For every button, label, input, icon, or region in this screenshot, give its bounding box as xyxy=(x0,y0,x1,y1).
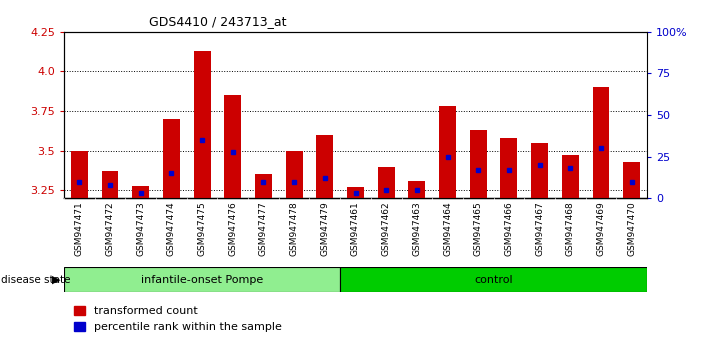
Text: GSM947471: GSM947471 xyxy=(75,202,84,256)
Bar xyxy=(378,166,395,198)
Bar xyxy=(255,175,272,198)
Bar xyxy=(102,171,119,198)
Text: GSM947473: GSM947473 xyxy=(137,202,145,256)
Text: GDS4410 / 243713_at: GDS4410 / 243713_at xyxy=(149,15,287,28)
Bar xyxy=(163,119,180,198)
Text: GSM947467: GSM947467 xyxy=(535,202,544,256)
Text: GSM947464: GSM947464 xyxy=(443,202,452,256)
Bar xyxy=(347,187,364,198)
Bar xyxy=(562,155,579,198)
Bar xyxy=(408,181,425,198)
Text: control: control xyxy=(474,275,513,285)
Text: infantile-onset Pompe: infantile-onset Pompe xyxy=(141,275,263,285)
Text: disease state: disease state xyxy=(1,275,71,285)
Text: GSM947469: GSM947469 xyxy=(597,202,606,256)
Bar xyxy=(64,267,340,292)
Text: GSM947462: GSM947462 xyxy=(382,202,390,256)
Text: GSM947474: GSM947474 xyxy=(167,202,176,256)
Bar xyxy=(71,151,87,198)
Text: GSM947476: GSM947476 xyxy=(228,202,237,256)
Bar xyxy=(193,51,210,198)
Text: GSM947472: GSM947472 xyxy=(105,202,114,256)
Bar xyxy=(132,185,149,198)
Bar xyxy=(624,162,640,198)
Bar xyxy=(592,87,609,198)
Legend: transformed count, percentile rank within the sample: transformed count, percentile rank withi… xyxy=(70,301,287,337)
Bar xyxy=(316,135,333,198)
Bar xyxy=(531,143,548,198)
Bar xyxy=(225,95,241,198)
Text: GSM947470: GSM947470 xyxy=(627,202,636,256)
Text: GSM947465: GSM947465 xyxy=(474,202,483,256)
Bar xyxy=(439,106,456,198)
Text: GSM947466: GSM947466 xyxy=(504,202,513,256)
Text: GSM947478: GSM947478 xyxy=(289,202,299,256)
Text: GSM947475: GSM947475 xyxy=(198,202,207,256)
Text: GSM947463: GSM947463 xyxy=(412,202,422,256)
Text: GSM947468: GSM947468 xyxy=(566,202,574,256)
Text: ▶: ▶ xyxy=(52,275,60,285)
Bar xyxy=(470,130,486,198)
Text: GSM947479: GSM947479 xyxy=(321,202,329,256)
Bar xyxy=(340,267,647,292)
Bar xyxy=(286,151,303,198)
Text: GSM947477: GSM947477 xyxy=(259,202,268,256)
Text: GSM947461: GSM947461 xyxy=(351,202,360,256)
Bar xyxy=(501,138,518,198)
